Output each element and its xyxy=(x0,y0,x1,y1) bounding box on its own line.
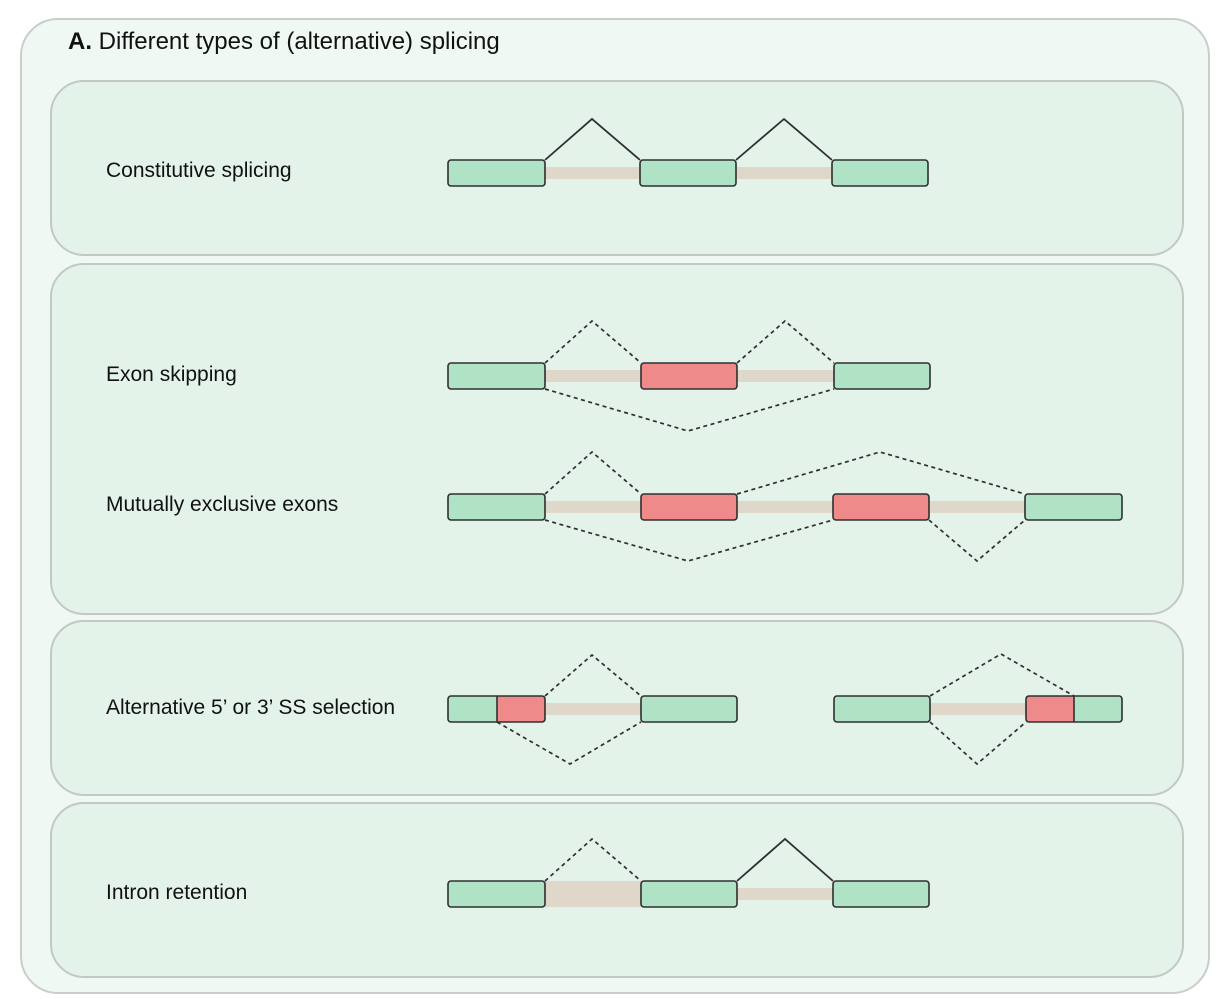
label-alternative-splice-site: Alternative 5’ or 3’ SS selection xyxy=(106,696,396,719)
exon-mutex-alternative-2 xyxy=(832,493,930,521)
intron-mutex-2 xyxy=(737,501,833,513)
splice-junction-inclusion-2 xyxy=(736,319,835,364)
exon-alt3ss-downstream-left xyxy=(1026,696,1074,722)
splice-junction-retention-constitutive xyxy=(736,837,834,882)
figure-title: A. Different types of (alternative) spli… xyxy=(68,28,500,56)
exon-mutex-downstream xyxy=(1024,493,1123,521)
intron-alt3ss xyxy=(930,703,1026,715)
intron-skipping-2 xyxy=(737,370,834,382)
splice-junction-alt5ss-proximal xyxy=(544,653,642,697)
splice-junction-mutex-1b xyxy=(736,451,1026,495)
exon-mutex-alternative-1 xyxy=(640,493,738,521)
label-constitutive-splicing: Constitutive splicing xyxy=(106,159,292,182)
intron-constitutive-1 xyxy=(545,167,640,179)
exon-skipping-cassette xyxy=(640,362,738,390)
exon-constitutive-1 xyxy=(447,159,546,187)
exon-alt3ss-downstream-right xyxy=(1074,696,1122,722)
splice-junction-alt3ss-proximal xyxy=(929,721,1027,766)
label-mutually-exclusive-exons: Mutually exclusive exons xyxy=(106,493,339,516)
exon-constitutive-3 xyxy=(831,159,929,187)
label-exon-skipping: Exon skipping xyxy=(106,363,237,386)
exon-retention-1 xyxy=(447,880,546,908)
splice-junction-mutex-1a xyxy=(544,450,642,495)
intron-constitutive-2 xyxy=(736,167,832,179)
exon-alt5ss-upstream-left xyxy=(448,696,497,722)
splice-junction-retention-optional xyxy=(544,837,642,882)
figure-title-letter: A. xyxy=(68,28,92,55)
exon-skipping-upstream xyxy=(447,362,546,390)
splice-junction-inclusion-1 xyxy=(544,319,642,364)
intron-mutex-1 xyxy=(545,501,641,513)
intron-skipping-1 xyxy=(545,370,641,382)
exon-mutex-upstream xyxy=(447,493,546,521)
intron-retained xyxy=(545,881,641,907)
exon-retention-3 xyxy=(832,880,930,908)
panel-skipping-and-mutually-exclusive xyxy=(50,263,1184,615)
exon-alt5ss-upstream-outline xyxy=(447,695,546,723)
figure-title-text: Different types of (alternative) splicin… xyxy=(98,28,500,55)
exon-alt5ss-downstream xyxy=(640,695,738,723)
exon-constitutive-2 xyxy=(639,159,737,187)
splice-junction-alt5ss-distal xyxy=(496,721,642,765)
exon-skipping-downstream xyxy=(833,362,931,390)
splice-junction-mutex-2b xyxy=(928,519,1026,563)
intron-retention-spliced xyxy=(737,888,833,900)
intron-mutex-3 xyxy=(929,501,1025,513)
splice-junction-constitutive-1 xyxy=(544,117,641,161)
splice-junction-constitutive-2 xyxy=(735,117,833,161)
splice-junction-mutex-2a xyxy=(544,519,834,562)
splice-junction-skip xyxy=(544,388,835,432)
splice-junction-alt3ss-distal xyxy=(929,653,1075,697)
exon-retention-2 xyxy=(640,880,738,908)
exon-alt3ss-upstream xyxy=(833,695,931,723)
label-intron-retention: Intron retention xyxy=(106,881,248,904)
exon-alt5ss-upstream-right xyxy=(497,696,545,722)
intron-alt5ss xyxy=(545,703,641,715)
